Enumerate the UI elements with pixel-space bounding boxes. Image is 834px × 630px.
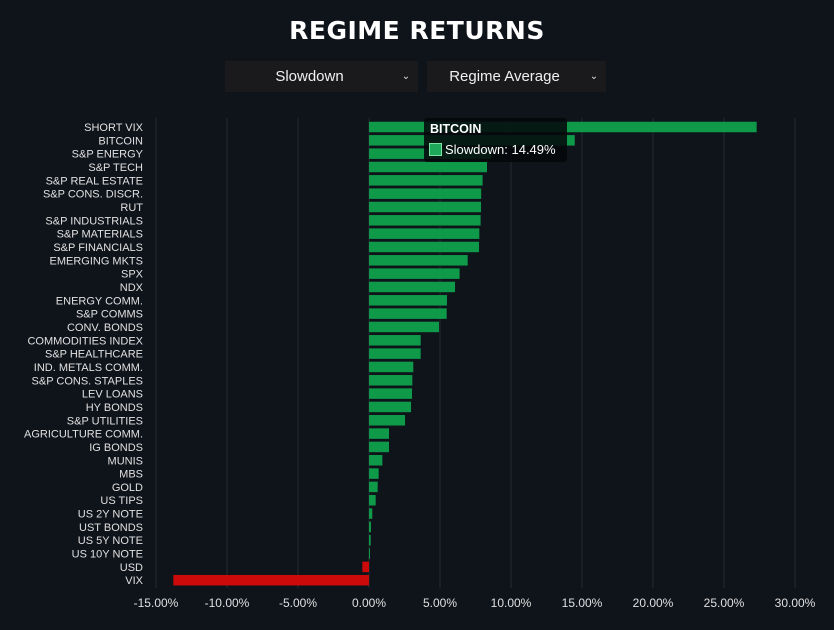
regime-dropdown[interactable]: Slowdown ⌄	[225, 61, 418, 92]
category-label: S&P ENERGY	[72, 149, 144, 161]
category-label: US 2Y NOTE	[78, 509, 143, 521]
x-tick-label: 20.00%	[633, 596, 674, 610]
category-label: EMERGING MKTS	[49, 255, 143, 267]
bar	[369, 548, 370, 559]
category-label: AGRICULTURE COMM.	[24, 429, 143, 441]
bar	[369, 215, 481, 226]
category-label: BITCOIN	[98, 135, 143, 147]
category-label: LEV LOANS	[82, 389, 143, 401]
tooltip: BITCOIN Slowdown: 14.49%	[424, 118, 567, 162]
bar	[369, 428, 390, 439]
x-tick-label: 5.00%	[423, 596, 457, 610]
category-label: S&P TECH	[88, 162, 143, 174]
category-label: NDX	[120, 282, 144, 294]
bar	[369, 201, 482, 213]
bar	[369, 175, 483, 186]
category-label: GOLD	[112, 482, 143, 494]
category-label: US 10Y NOTE	[72, 549, 143, 561]
bar	[369, 441, 390, 453]
bar	[369, 161, 488, 173]
category-label: US TIPS	[100, 495, 143, 507]
bar	[369, 415, 406, 426]
metric-dropdown[interactable]: Regime Average ⌄	[427, 61, 606, 92]
category-label: RUT	[120, 202, 143, 214]
category-label: S&P CONS. DISCR.	[43, 189, 143, 201]
category-label: IG BONDS	[89, 442, 143, 454]
bar	[362, 561, 369, 573]
bar	[369, 388, 413, 399]
category-label: SHORT VIX	[84, 122, 144, 134]
bar	[369, 228, 480, 239]
bar	[369, 308, 447, 319]
bar	[173, 574, 369, 586]
metric-dropdown-value: Regime Average	[449, 68, 560, 85]
bar	[369, 188, 482, 199]
category-label: SPX	[121, 269, 144, 281]
bar	[369, 295, 447, 306]
x-tick-label: -10.00%	[205, 596, 250, 610]
category-label: S&P MATERIALS	[57, 229, 143, 241]
tooltip-swatch	[429, 143, 442, 156]
x-tick-label: 0.00%	[352, 596, 386, 610]
category-label: S&P INDUSTRIALS	[45, 215, 143, 227]
bar	[369, 494, 376, 506]
x-tick-label: -5.00%	[279, 596, 317, 610]
tooltip-asset: BITCOIN	[430, 122, 482, 136]
category-label: S&P REAL ESTATE	[46, 175, 143, 187]
bar	[369, 255, 468, 266]
x-tick-label: 15.00%	[562, 596, 603, 610]
category-label: COMMODITIES INDEX	[27, 335, 143, 347]
bar	[369, 375, 413, 386]
x-tick-label: 10.00%	[491, 596, 532, 610]
bar	[369, 455, 383, 466]
category-label: UST BONDS	[79, 522, 143, 534]
chevron-down-icon: ⌄	[589, 71, 599, 82]
tooltip-value: Slowdown: 14.49%	[445, 142, 556, 157]
bar	[369, 481, 378, 493]
category-label: HY BONDS	[86, 402, 143, 414]
bar	[369, 268, 460, 279]
x-tick-label: 25.00%	[704, 596, 745, 610]
bar	[369, 241, 480, 253]
category-label: S&P CONS. STAPLES	[32, 375, 143, 387]
x-tick-label: -15.00%	[134, 596, 179, 610]
bar	[369, 521, 371, 533]
category-label: VIX	[125, 575, 143, 587]
bar	[369, 321, 440, 333]
x-tick-label: 30.00%	[775, 596, 816, 610]
category-label: USD	[120, 562, 143, 574]
bar	[369, 335, 421, 346]
chart-title: REGIME RETURNS	[289, 16, 545, 45]
category-label: S&P FINANCIALS	[53, 242, 143, 254]
bar	[369, 361, 414, 373]
category-label: MBS	[119, 469, 143, 481]
category-label: S&P COMMS	[76, 309, 143, 321]
category-label: US 5Y NOTE	[78, 535, 143, 547]
chevron-down-icon: ⌄	[401, 71, 411, 82]
bar	[369, 534, 371, 546]
bar	[369, 508, 373, 519]
regime-dropdown-value: Slowdown	[275, 68, 344, 85]
bar	[369, 468, 379, 479]
bar	[369, 401, 412, 413]
category-label: IND. METALS COMM.	[34, 362, 143, 374]
category-label: S&P UTILITIES	[67, 415, 143, 427]
category-label: CONV. BONDS	[67, 322, 143, 334]
bar	[369, 348, 421, 359]
category-label: S&P HEALTHCARE	[45, 349, 143, 361]
category-label: MUNIS	[108, 455, 143, 467]
category-label: ENERGY COMM.	[56, 295, 143, 307]
bar	[369, 281, 456, 293]
